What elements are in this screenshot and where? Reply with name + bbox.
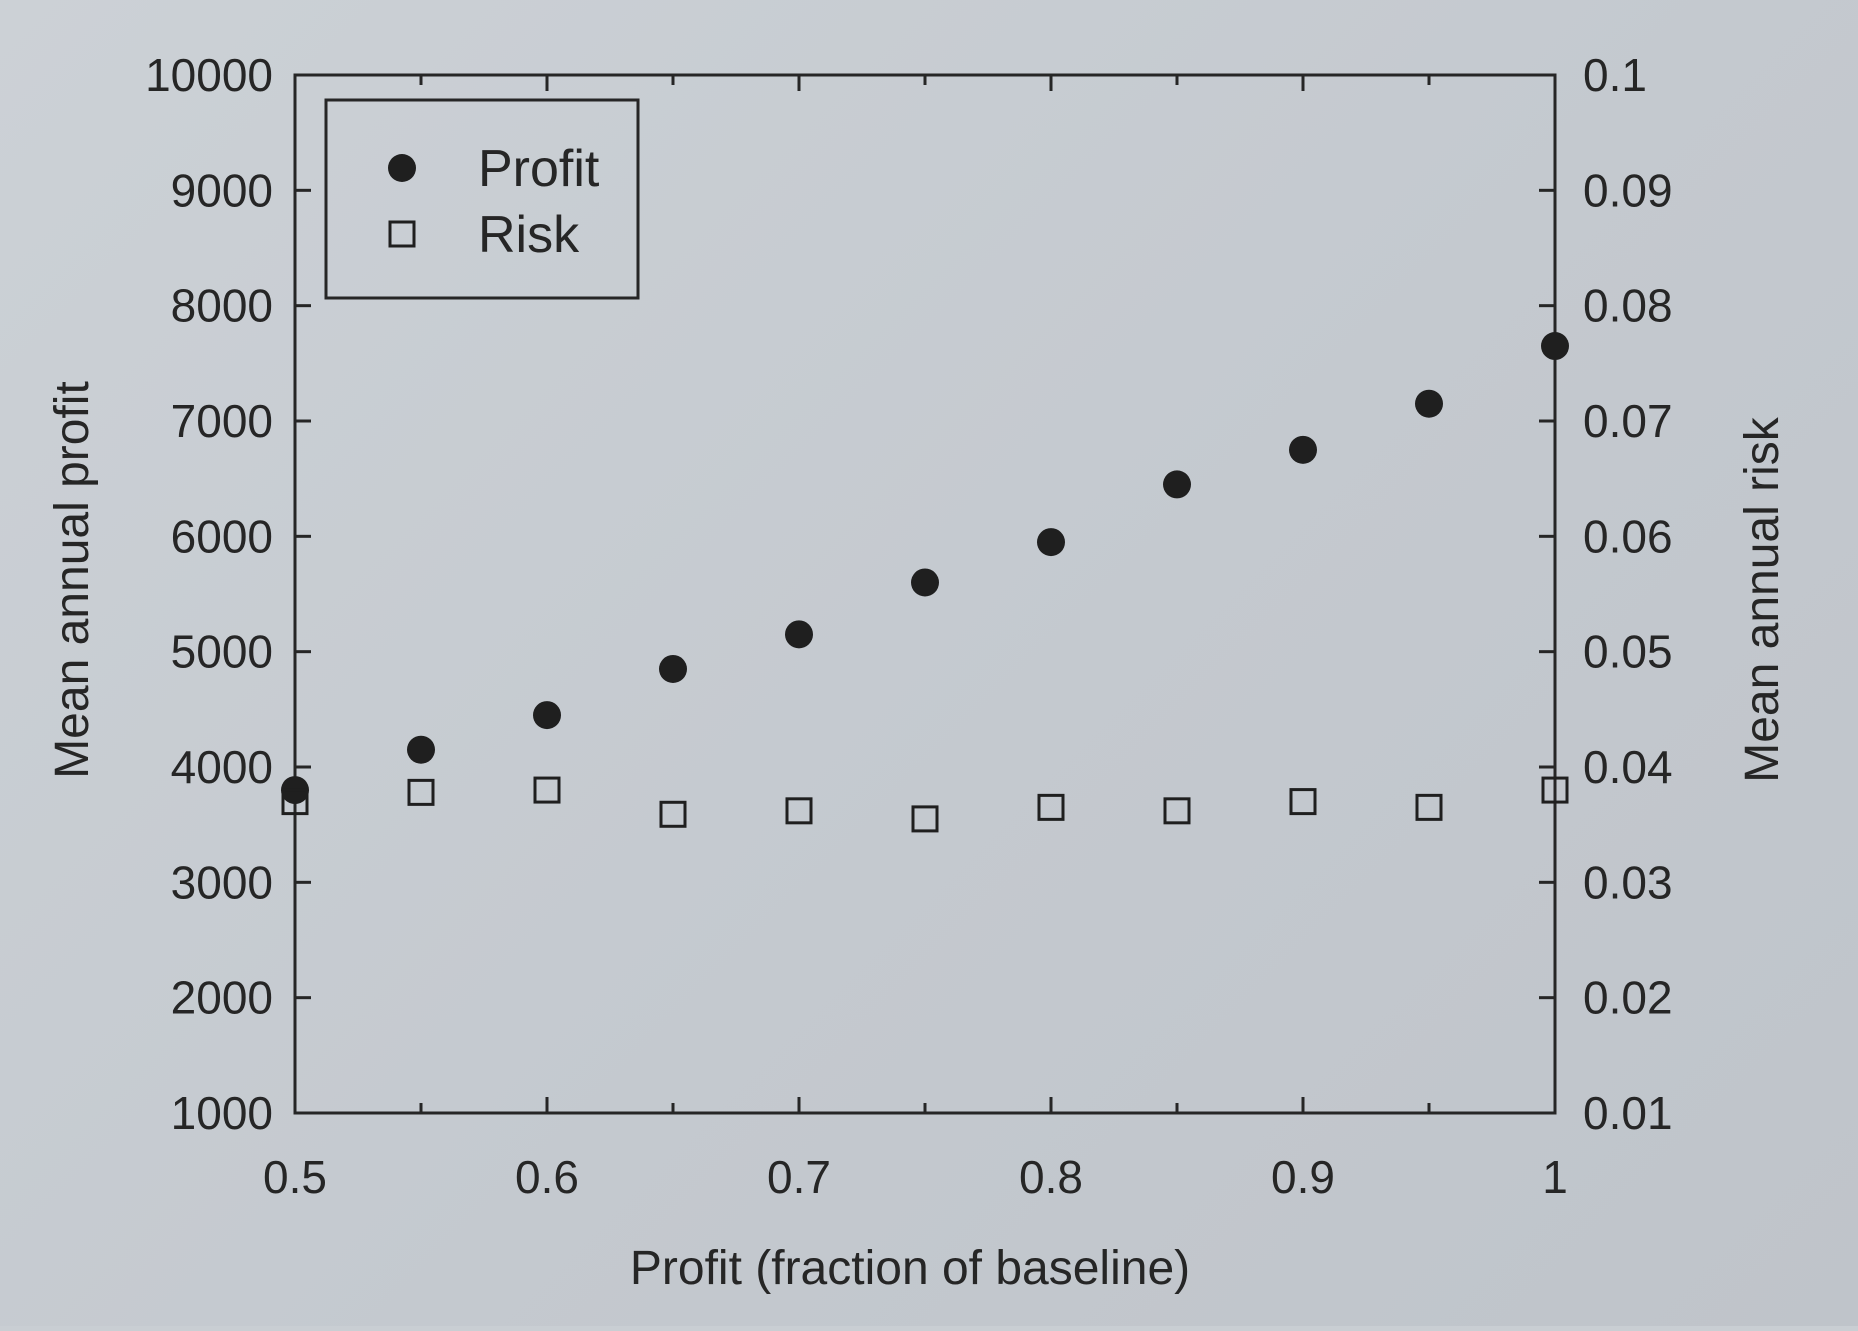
legend-marker-profit [388, 154, 416, 182]
y-tick-label: 1000 [171, 1087, 273, 1139]
risk-point [1541, 776, 1569, 804]
y-axis-label: Mean annual profit [46, 381, 99, 779]
y2-tick-label: 0.09 [1583, 164, 1673, 216]
profit-point [1415, 389, 1443, 418]
y-tick-label: 3000 [171, 856, 273, 908]
y2-tick-label: 0.1 [1583, 49, 1647, 101]
risk-point [785, 797, 813, 825]
y-tick-label: 6000 [171, 510, 273, 562]
y2-tick-label: 0.02 [1583, 972, 1673, 1024]
y-tick-label: 9000 [171, 164, 273, 216]
x-tick-label: 0.6 [515, 1151, 579, 1203]
x-axis-label: Profit (fraction of baseline) [630, 1242, 1190, 1295]
y-tick-label: 7000 [171, 395, 273, 447]
y2-tick-label: 0.06 [1583, 510, 1673, 562]
profit-point [533, 701, 561, 730]
x-tick-label: 0.9 [1271, 1151, 1335, 1203]
profit-point [1163, 470, 1191, 499]
legend-label-risk: Risk [478, 206, 580, 264]
risk-point [1289, 788, 1317, 816]
legend-box [324, 98, 640, 300]
risk-point [1163, 797, 1191, 825]
y2-tick-label: 0.01 [1583, 1087, 1673, 1139]
risk-point [1415, 793, 1443, 821]
y-tick-label: 2000 [171, 972, 273, 1024]
profit-point [1037, 528, 1065, 557]
y2-tick-label: 0.04 [1583, 741, 1673, 793]
y-tick-label: 8000 [171, 280, 273, 332]
y2-tick-label: 0.07 [1583, 395, 1673, 447]
x-tick-label: 0.7 [767, 1151, 831, 1203]
x-tick-label: 1 [1542, 1151, 1568, 1203]
legend-marker-risk [388, 220, 416, 248]
profit-point [407, 735, 435, 764]
y-tick-label: 10000 [145, 49, 273, 101]
y2-axis-label: Mean annual risk [1736, 416, 1789, 783]
y-tick-label: 4000 [171, 741, 273, 793]
axis-ticks [293, 73, 1557, 1115]
profit-point [1289, 435, 1317, 464]
risk-point [659, 800, 687, 828]
x-tick-label: 0.8 [1019, 1151, 1083, 1203]
profit-point [1541, 332, 1569, 361]
risk-point [281, 788, 309, 816]
legend: Profit Risk [324, 98, 640, 300]
risk-point [911, 805, 939, 833]
y-tick-label: 5000 [171, 626, 273, 678]
y2-tick-label: 0.03 [1583, 856, 1673, 908]
profit-point [785, 620, 813, 649]
x-tick-label: 0.5 [263, 1151, 327, 1203]
risk-point [407, 778, 435, 806]
data-marks [281, 332, 1569, 833]
profit-point [659, 654, 687, 683]
risk-point [533, 776, 561, 804]
y2-tick-label: 0.08 [1583, 280, 1673, 332]
tick-labels: 0.5 0.6 0.7 0.8 0.9 1 1000 2000 3000 4000 5000 6000… [145, 49, 1672, 1203]
profit-point [911, 568, 939, 597]
risk-point [1037, 793, 1065, 821]
y2-tick-label: 0.05 [1583, 626, 1673, 678]
legend-label-profit: Profit [478, 140, 600, 198]
